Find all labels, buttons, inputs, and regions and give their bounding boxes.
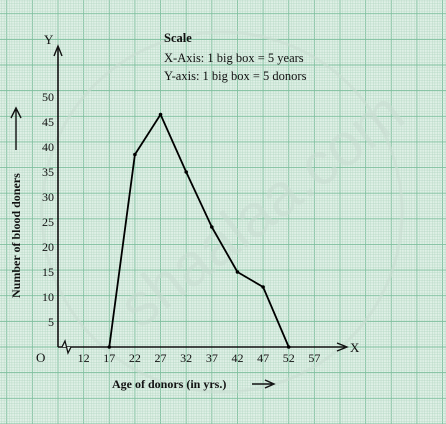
data-point [133,152,137,157]
x-tick-label: 17 [103,351,115,365]
x-axis-title: Age of donors (in yrs.) [112,377,226,391]
y-tick-label: 45 [42,115,54,129]
x-axis-arrow-icon [336,342,349,352]
scale-y-line: Y-axis: 1 big box = 5 donors [164,69,307,83]
scale-title: Scale [164,31,192,45]
y-axis-arrow-icon [53,44,63,57]
data-series [107,112,291,349]
watermark-circle [40,30,404,394]
y-tick-label: 40 [42,140,54,154]
y-tick-label: 5 [48,315,54,329]
series-line [108,113,290,348]
y-tick-label: 25 [42,215,54,229]
origin-label: O [36,350,45,365]
data-point [158,112,163,117]
data-point [184,170,188,174]
x-tick-label: 52 [283,351,295,365]
x-axis-break-icon [61,339,72,355]
axes [53,44,349,355]
x-tick-label: 37 [206,351,218,365]
y-tick-label: 30 [42,190,54,204]
x-axis-title-arrow-icon [252,379,276,389]
y-tick-label: 20 [42,240,54,254]
data-point [210,225,214,229]
x-tick-label: 47 [257,351,269,365]
data-point [286,345,291,349]
y-axis-letter: Y [44,32,54,47]
y-axis-title: Number of blood doners [9,173,23,298]
y-tick-label: 50 [42,90,54,104]
y-tick-label: 35 [42,165,54,179]
x-tick-label: 27 [155,351,167,365]
data-point [107,345,112,349]
x-tick-label: 32 [180,351,192,365]
x-tick-label: 57 [308,351,320,365]
tick-labels: 12 17 22 27 32 37 42 47 52 57 5 10 15 20 25 30 35 40 45 50 [42,90,320,365]
scale-x-line: X-Axis: 1 big box = 5 years [164,51,304,65]
y-tick-label: 15 [42,265,54,279]
x-axis-letter: X [350,340,360,355]
x-tick-label: 42 [231,351,243,365]
x-tick-label: 12 [78,351,90,365]
y-axis-title-arrow-icon [10,106,22,150]
x-tick-label: 22 [129,351,141,365]
data-point [235,270,240,274]
data-point [261,285,265,289]
y-tick-label: 10 [42,290,54,304]
